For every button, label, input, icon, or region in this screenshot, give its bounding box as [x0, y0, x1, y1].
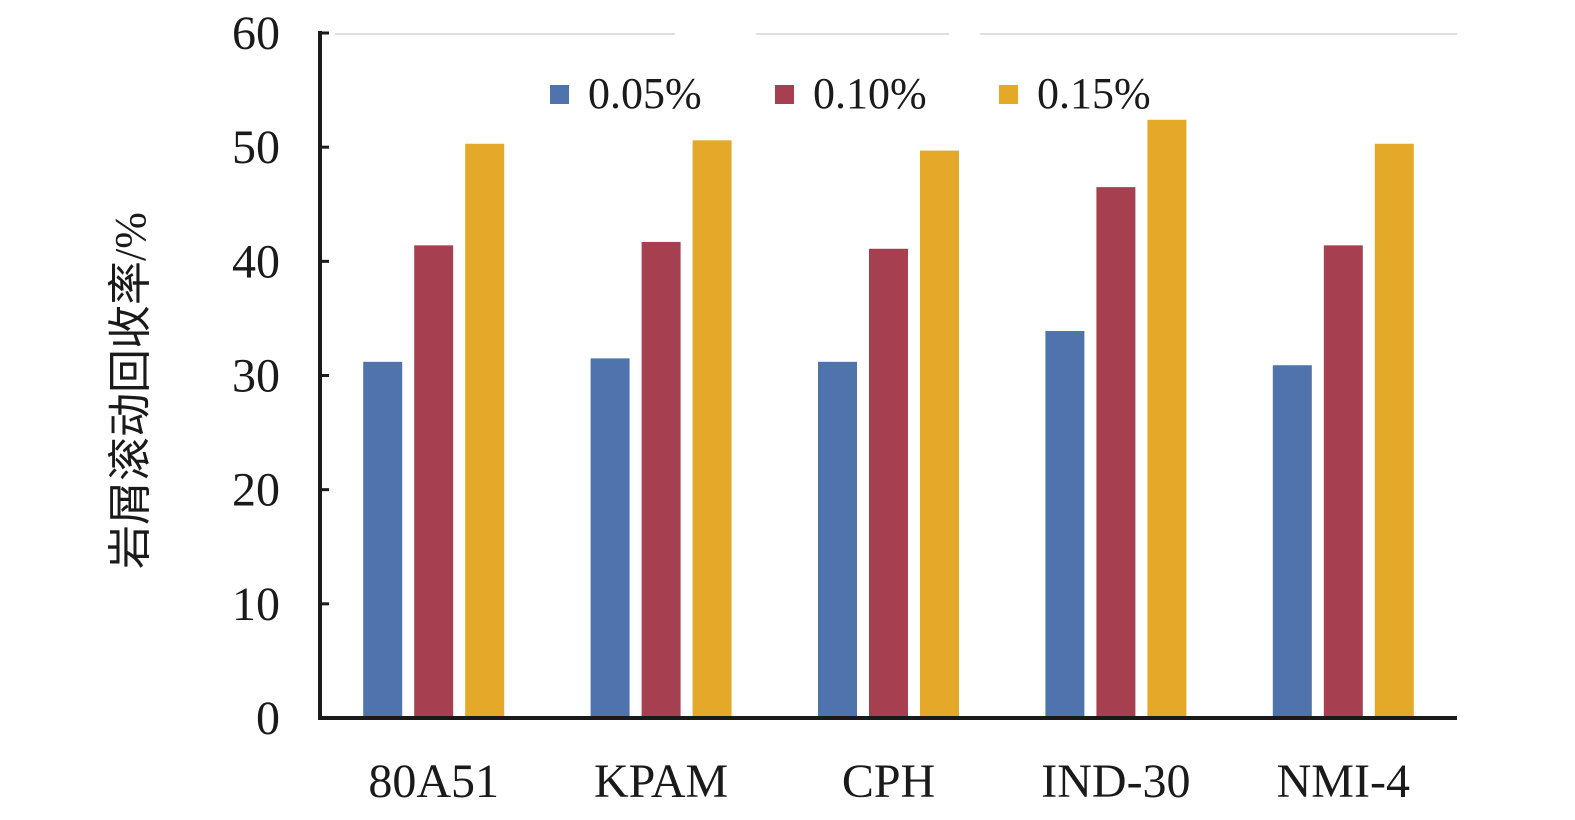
bars-group — [363, 119, 1414, 719]
legend-label-3: 0.15% — [1037, 69, 1151, 118]
legend-label-2: 0.10% — [813, 69, 927, 118]
bar-80a51-series-2 — [414, 245, 454, 718]
bar-ind-30-series-1 — [1045, 330, 1085, 718]
legend-label-1: 0.05% — [588, 69, 702, 118]
y-tick-label: 0 — [256, 692, 280, 745]
bar-80a51-series-3 — [465, 143, 505, 718]
x-category-label: NMI-4 — [1277, 755, 1410, 808]
bar-nmi-4-series-1 — [1272, 365, 1312, 718]
bar-kpam-series-3 — [692, 140, 732, 719]
bar-kpam-series-2 — [641, 241, 681, 719]
x-category-labels: 80A51 KPAM CPH IND-30 NMI-4 — [368, 755, 1410, 808]
y-tick-labels: 0 10 20 30 40 50 60 — [232, 7, 280, 745]
x-category-label: CPH — [842, 755, 935, 808]
legend: 0.05% 0.10% 0.15% — [550, 69, 1151, 118]
bar-nmi-4-series-2 — [1323, 245, 1363, 718]
x-category-label: IND-30 — [1041, 755, 1190, 808]
y-tick-label: 50 — [232, 121, 280, 174]
y-axis-label: 岩屑滚动回收率/% — [106, 212, 155, 569]
y-tick-label: 40 — [232, 235, 280, 288]
y-tick-label: 60 — [232, 7, 280, 60]
legend-swatch-3 — [999, 85, 1018, 104]
y-tick-label: 20 — [232, 464, 280, 517]
bar-ind-30-series-2 — [1096, 187, 1136, 718]
y-tick-label: 30 — [232, 350, 280, 403]
legend-swatch-2 — [775, 85, 794, 104]
x-category-label: 80A51 — [368, 755, 499, 808]
bar-cph-series-2 — [869, 248, 908, 718]
bar-ind-30-series-3 — [1147, 119, 1187, 719]
x-category-label: KPAM — [594, 755, 728, 808]
legend-swatch-1 — [550, 85, 569, 104]
bar-nmi-4-series-3 — [1374, 143, 1414, 718]
bar-cph-series-1 — [818, 361, 857, 718]
axes-group — [318, 31, 1457, 720]
bar-80a51-series-1 — [363, 361, 403, 718]
y-tick-label: 10 — [232, 578, 280, 631]
bar-cph-series-3 — [920, 150, 959, 718]
bar-kpam-series-1 — [590, 358, 630, 718]
